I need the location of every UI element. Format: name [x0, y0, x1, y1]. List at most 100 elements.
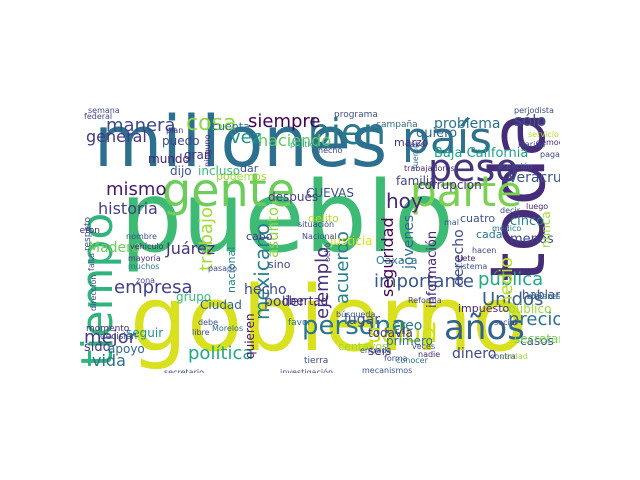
word: gran — [184, 148, 212, 162]
word: corrupción — [418, 178, 482, 192]
word: sólo — [514, 111, 547, 130]
word: dólares — [528, 292, 560, 302]
word: sino — [268, 258, 291, 271]
word: mismo — [106, 179, 167, 200]
word: siempre — [248, 111, 321, 132]
word: apoyo — [108, 342, 145, 356]
word: hacen — [472, 246, 497, 255]
word: poder — [264, 294, 305, 310]
word: hablar — [522, 288, 560, 302]
word: seis — [368, 344, 392, 358]
word: impuesto — [458, 302, 510, 315]
word: empresa — [114, 277, 193, 298]
word: verdad — [500, 352, 528, 361]
word: momento — [86, 324, 130, 334]
word: pasado — [208, 264, 238, 273]
word: Oaxaca — [376, 254, 418, 267]
word: importante — [374, 271, 475, 292]
word: marzo — [394, 136, 429, 149]
word: millones — [94, 107, 388, 183]
word: cada — [476, 228, 503, 241]
word: Juárez — [166, 239, 216, 258]
word: después — [268, 190, 319, 204]
word: quieren — [243, 313, 257, 359]
word: Unidos — [482, 289, 544, 310]
word: público — [508, 302, 552, 316]
word: social — [494, 318, 517, 327]
word: plan — [166, 126, 184, 135]
word: gente — [162, 163, 295, 217]
word: pueblo — [120, 161, 455, 275]
word: vehículo — [130, 242, 164, 251]
word: Nacional — [302, 232, 337, 241]
word: pagar — [540, 150, 560, 159]
word: Baja California — [434, 146, 529, 161]
word: falta — [87, 253, 96, 271]
word: decir — [500, 206, 520, 215]
word: cosa — [186, 111, 237, 136]
word: quiero — [416, 126, 458, 141]
word: federal — [84, 112, 113, 121]
word: entrada — [360, 346, 392, 355]
word: país — [402, 113, 493, 164]
word: siete — [456, 254, 476, 263]
word: menos — [510, 232, 554, 247]
word: forma — [384, 354, 408, 363]
word: salud — [368, 319, 438, 349]
word: primero — [386, 334, 433, 348]
word: parte — [410, 167, 522, 216]
word: ninguno — [203, 134, 212, 167]
word: zona — [136, 276, 156, 285]
word: haciendo — [258, 131, 332, 150]
word: nunca — [539, 211, 553, 248]
word: grupo — [176, 290, 212, 304]
word: nadie — [418, 350, 441, 359]
word: Morelos — [212, 324, 244, 333]
word: secretario — [164, 368, 204, 374]
word: periodista — [514, 107, 554, 115]
word: hecho — [318, 146, 343, 155]
word: hoy — [386, 189, 423, 213]
word: Reforma — [408, 296, 442, 305]
word: tierra — [304, 356, 329, 366]
word: luego — [526, 202, 549, 211]
word: historia — [98, 199, 158, 218]
word: vida — [92, 351, 126, 370]
word: general — [86, 127, 147, 146]
word: veces — [412, 342, 436, 351]
word: cinco — [510, 214, 545, 229]
word: hicieron — [80, 226, 100, 236]
word: dijo — [170, 164, 192, 178]
word: favor — [288, 318, 312, 328]
word: secretaria — [514, 332, 560, 346]
word: podemos — [216, 170, 267, 183]
word: médico — [492, 224, 522, 233]
word: Marina — [518, 140, 546, 149]
word: familia — [396, 174, 437, 188]
word: cuenta — [212, 120, 250, 133]
word: problema — [434, 116, 501, 132]
word: vez — [230, 127, 262, 148]
word: sido — [84, 340, 111, 355]
word: debe — [198, 318, 218, 327]
word: Veracruz — [508, 170, 560, 186]
word: años — [444, 308, 525, 348]
word: campaña — [376, 120, 418, 130]
word: semana — [88, 107, 120, 115]
word: conocer — [396, 356, 428, 365]
word: programa — [334, 110, 378, 120]
word: bien — [308, 112, 386, 153]
word: delito — [308, 212, 339, 225]
word: situación — [298, 220, 335, 229]
word: mundo — [148, 152, 190, 166]
word: servicio — [528, 130, 559, 139]
word: CUEVAS — [306, 186, 355, 200]
word: precio — [508, 309, 560, 330]
word: sistema — [456, 262, 488, 271]
word: mejor — [84, 327, 137, 348]
word: política — [290, 140, 320, 149]
word: política — [188, 343, 254, 364]
word: dirección — [89, 274, 98, 311]
word: atención — [498, 162, 533, 171]
word: incluso — [198, 164, 241, 178]
